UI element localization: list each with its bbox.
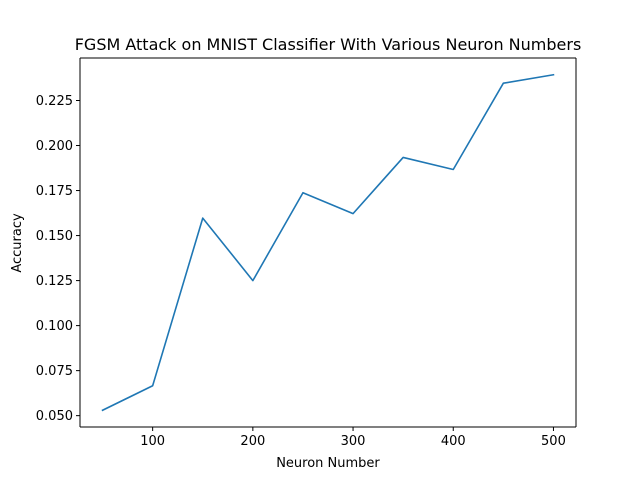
x-axis-label: Neuron Number	[276, 456, 380, 471]
x-tick-label: 500	[541, 434, 566, 449]
y-tick-label: 0.150	[36, 229, 73, 244]
y-tick-label: 0.225	[36, 94, 73, 109]
y-axis-label: Accuracy	[10, 213, 25, 273]
y-tick-label: 0.200	[36, 139, 73, 154]
chart-title: FGSM Attack on MNIST Classifier With Var…	[75, 35, 582, 54]
y-axis-ticks: 0.050 0.075 0.100 0.125 0.150 0.175 0.200 0.225	[36, 94, 80, 424]
x-tick-label: 200	[240, 434, 265, 449]
axes-frame	[79, 57, 577, 428]
y-tick-label: 0.125	[36, 274, 73, 289]
y-tick-label: 0.050	[36, 409, 73, 424]
y-tick-label: 0.075	[36, 364, 73, 379]
y-tick-label: 0.175	[36, 184, 73, 199]
x-tick-label: 300	[341, 434, 366, 449]
y-tick-label: 0.100	[36, 319, 73, 334]
series-line	[101, 73, 555, 412]
x-tick-label: 400	[441, 434, 466, 449]
x-axis-ticks: 100 200 300 400 500	[140, 427, 566, 449]
x-tick-label: 100	[140, 434, 165, 449]
